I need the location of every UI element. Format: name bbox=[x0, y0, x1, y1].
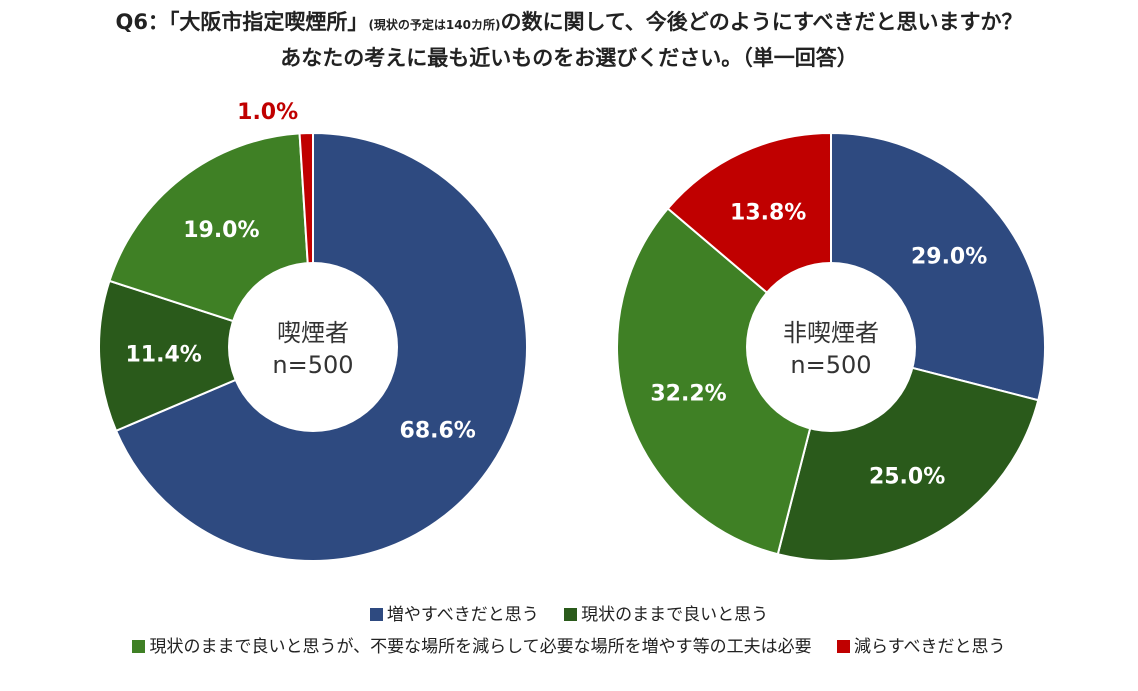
data-label-decrease-smokers: 1.0% bbox=[237, 100, 298, 125]
data-label-decrease-nonsmokers: 13.8% bbox=[730, 200, 806, 225]
slice-keep-smokers bbox=[98, 279, 316, 433]
title-note: (現状の予定は140カ所) bbox=[368, 18, 501, 32]
title-suffix: の数に関して、今後どのようにすべきだと思いますか？ bbox=[500, 10, 1023, 34]
legend-label-decrease: 減らすべきだと思う bbox=[854, 637, 1006, 657]
title-prefix: Q6：「大阪市指定喫煙所」 bbox=[115, 10, 369, 34]
legend-label-keep-improve: 現状のままで良いと思うが、不要な場所を減らして必要な場所を増やす等の工夫は必要 bbox=[149, 637, 812, 657]
title-line-2: あなたの考えに最も近いものをお選びください。（単一回答） bbox=[280, 46, 858, 70]
data-label-increase-nonsmokers: 29.0% bbox=[911, 244, 987, 269]
donut-hole-smokers bbox=[228, 262, 398, 432]
data-label-keep-improve-smokers: 19.0% bbox=[183, 218, 259, 243]
legend-swatch-keep bbox=[564, 608, 578, 621]
data-label-increase-smokers: 68.6% bbox=[400, 418, 476, 443]
chart-title: Q6：「大阪市指定喫煙所」(現状の予定は140カ所)の数に関して、今後どのように… bbox=[0, 6, 1138, 75]
donut-smokers: 68.6% 11.4% 19.0% 1.0% 喫煙者 n=500 bbox=[98, 100, 528, 562]
slice-keep-improve-nonsmokers bbox=[616, 207, 833, 556]
center-sample-size-nonsmokers: n=500 bbox=[790, 351, 871, 379]
legend-item-keep: 現状のままで良いと思う bbox=[564, 600, 768, 625]
donut-hole-nonsmokers bbox=[746, 262, 916, 432]
legend-item-keep-improve: 現状のままで良いと思うが、不要な場所を減らして必要な場所を増やす等の工夫は必要 bbox=[132, 632, 812, 657]
data-label-keep-nonsmokers: 25.0% bbox=[869, 465, 945, 490]
donut-nonsmokers: 29.0% 25.0% 32.2% 13.8% 非喫煙者 n=500 bbox=[616, 131, 1046, 562]
legend-item-increase: 増やすべきだと思う bbox=[369, 600, 539, 625]
data-label-keep-smokers: 11.4% bbox=[125, 343, 201, 368]
legend-label-keep: 現状のままで良いと思う bbox=[581, 605, 769, 625]
legend-row-1: 増やすべきだと思う 現状のままで良いと思う bbox=[0, 600, 1138, 625]
title-line-1: Q6：「大阪市指定喫煙所」(現状の予定は140カ所)の数に関して、今後どのように… bbox=[0, 6, 1138, 42]
center-group-label-smokers: 喫煙者 bbox=[277, 319, 349, 347]
donut-charts: 68.6% 11.4% 19.0% 1.0% 喫煙者 n=500 29.0% 25.0% 32.… bbox=[98, 100, 1046, 562]
center-group-label-nonsmokers: 非喫煙者 bbox=[783, 319, 879, 347]
center-sample-size-smokers: n=500 bbox=[272, 351, 353, 379]
data-label-keep-improve-nonsmokers: 32.2% bbox=[650, 381, 726, 406]
legend-swatch-increase bbox=[369, 608, 383, 621]
legend-row-2: 現状のままで良いと思うが、不要な場所を減らして必要な場所を増やす等の工夫は必要 … bbox=[0, 632, 1138, 657]
legend-item-decrease: 減らすべきだと思う bbox=[837, 632, 1006, 657]
legend-swatch-keep-improve bbox=[132, 640, 146, 653]
legend-swatch-decrease bbox=[837, 640, 851, 653]
legend-label-increase: 増やすべきだと思う bbox=[386, 605, 539, 625]
